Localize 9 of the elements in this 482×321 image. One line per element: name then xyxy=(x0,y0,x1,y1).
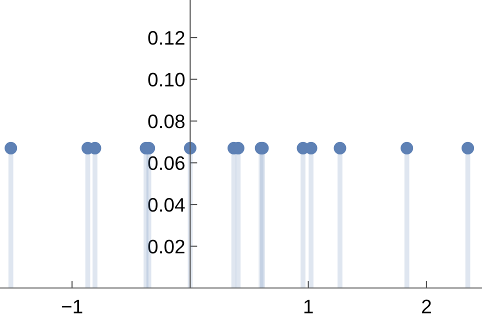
x-tick-label: −1 xyxy=(62,300,82,314)
x-tick-label: 1 xyxy=(304,300,313,314)
y-tick-label: 0.08 xyxy=(148,114,184,128)
y-tick-label: 0.12 xyxy=(148,31,184,45)
y-tick-label: 0.02 xyxy=(148,240,184,254)
y-tick-label: 0.10 xyxy=(148,72,185,87)
y-tick-label: 0.06 xyxy=(148,156,184,170)
x-tick-label: 2 xyxy=(422,300,431,314)
y-tick-label: 0.04 xyxy=(148,198,185,212)
